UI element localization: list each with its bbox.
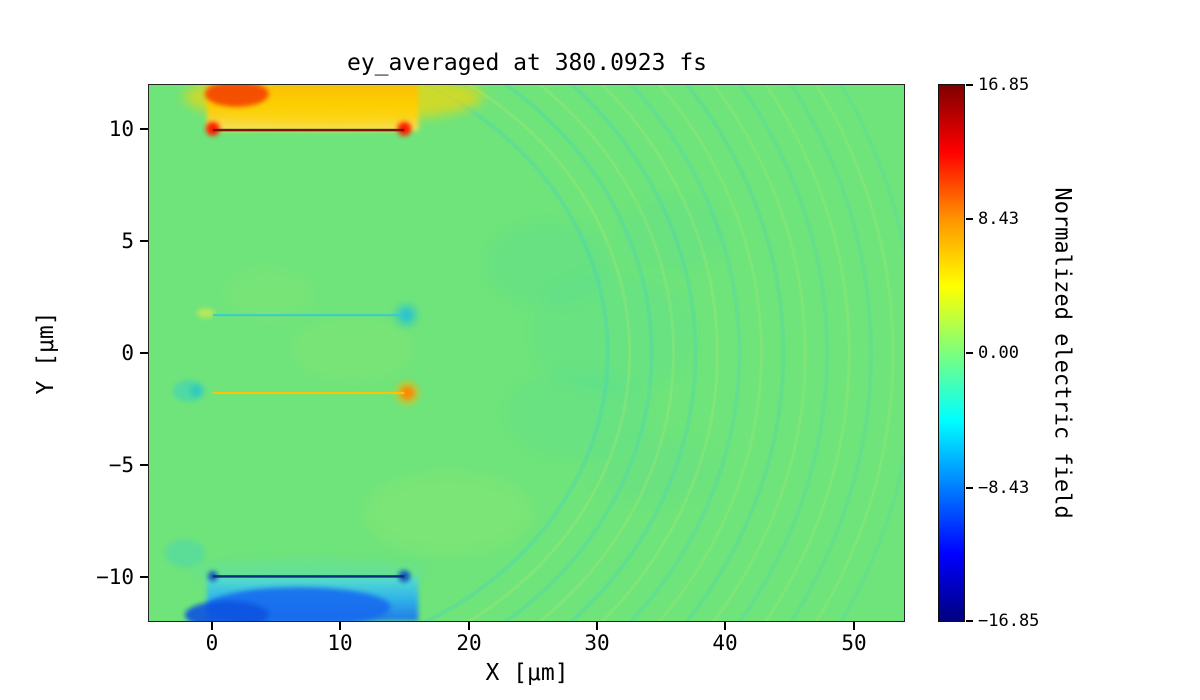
y-tick-mark — [140, 352, 148, 354]
upper-plate-lobe — [183, 85, 484, 136]
colorbar-tick-label: 16.85 — [978, 75, 1030, 95]
y-tick-mark — [140, 240, 148, 242]
heatmap-canvas — [149, 85, 904, 621]
x-tick-label: 50 — [841, 631, 867, 655]
y-tick-label: −10 — [96, 565, 134, 589]
colorbar-label: Normalized electric field — [1049, 187, 1075, 519]
x-tick-mark — [724, 622, 726, 630]
field-background — [149, 85, 904, 621]
heatmap-plot-area — [148, 84, 905, 622]
lower-plate-lobe — [164, 539, 429, 621]
y-tick-label: 10 — [108, 117, 134, 141]
y-tick-label: −5 — [108, 453, 134, 477]
colorbar-tick-mark — [966, 84, 973, 86]
wavefront-ripples — [422, 85, 904, 621]
x-axis-label: X [μm] — [485, 660, 569, 686]
x-tick-mark — [596, 622, 598, 630]
weak-field-patches — [223, 198, 725, 556]
x-tick-label: 30 — [584, 631, 610, 655]
colorbar-tick-label: 8.43 — [978, 209, 1019, 229]
x-tick-label: 40 — [712, 631, 738, 655]
lower-slot-line — [172, 379, 421, 406]
colorbar-tick-mark — [966, 487, 973, 489]
colorbar-tick-label: −16.85 — [978, 611, 1040, 631]
x-tick-mark — [468, 622, 470, 630]
colorbar — [938, 84, 965, 622]
colorbar-tick-label: 0.00 — [978, 343, 1019, 363]
x-tick-label: 0 — [205, 631, 219, 655]
y-tick-mark — [140, 576, 148, 578]
x-tick-mark — [853, 622, 855, 630]
upper-slot-line — [196, 302, 420, 329]
x-tick-mark — [211, 622, 213, 630]
colorbar-tick-mark — [966, 218, 973, 220]
y-axis-label: Y [μm] — [33, 311, 59, 395]
colorbar-tick-mark — [966, 620, 973, 622]
x-tick-label: 10 — [327, 631, 353, 655]
colorbar-tick-mark — [966, 352, 973, 354]
x-tick-label: 20 — [456, 631, 482, 655]
y-tick-label: 0 — [121, 341, 134, 365]
y-tick-label: 5 — [121, 229, 134, 253]
y-tick-mark — [140, 464, 148, 466]
plot-title: ey_averaged at 380.0923 fs — [346, 50, 708, 76]
x-tick-mark — [339, 622, 341, 630]
y-tick-mark — [140, 128, 148, 130]
colorbar-tick-label: −8.43 — [978, 478, 1030, 498]
